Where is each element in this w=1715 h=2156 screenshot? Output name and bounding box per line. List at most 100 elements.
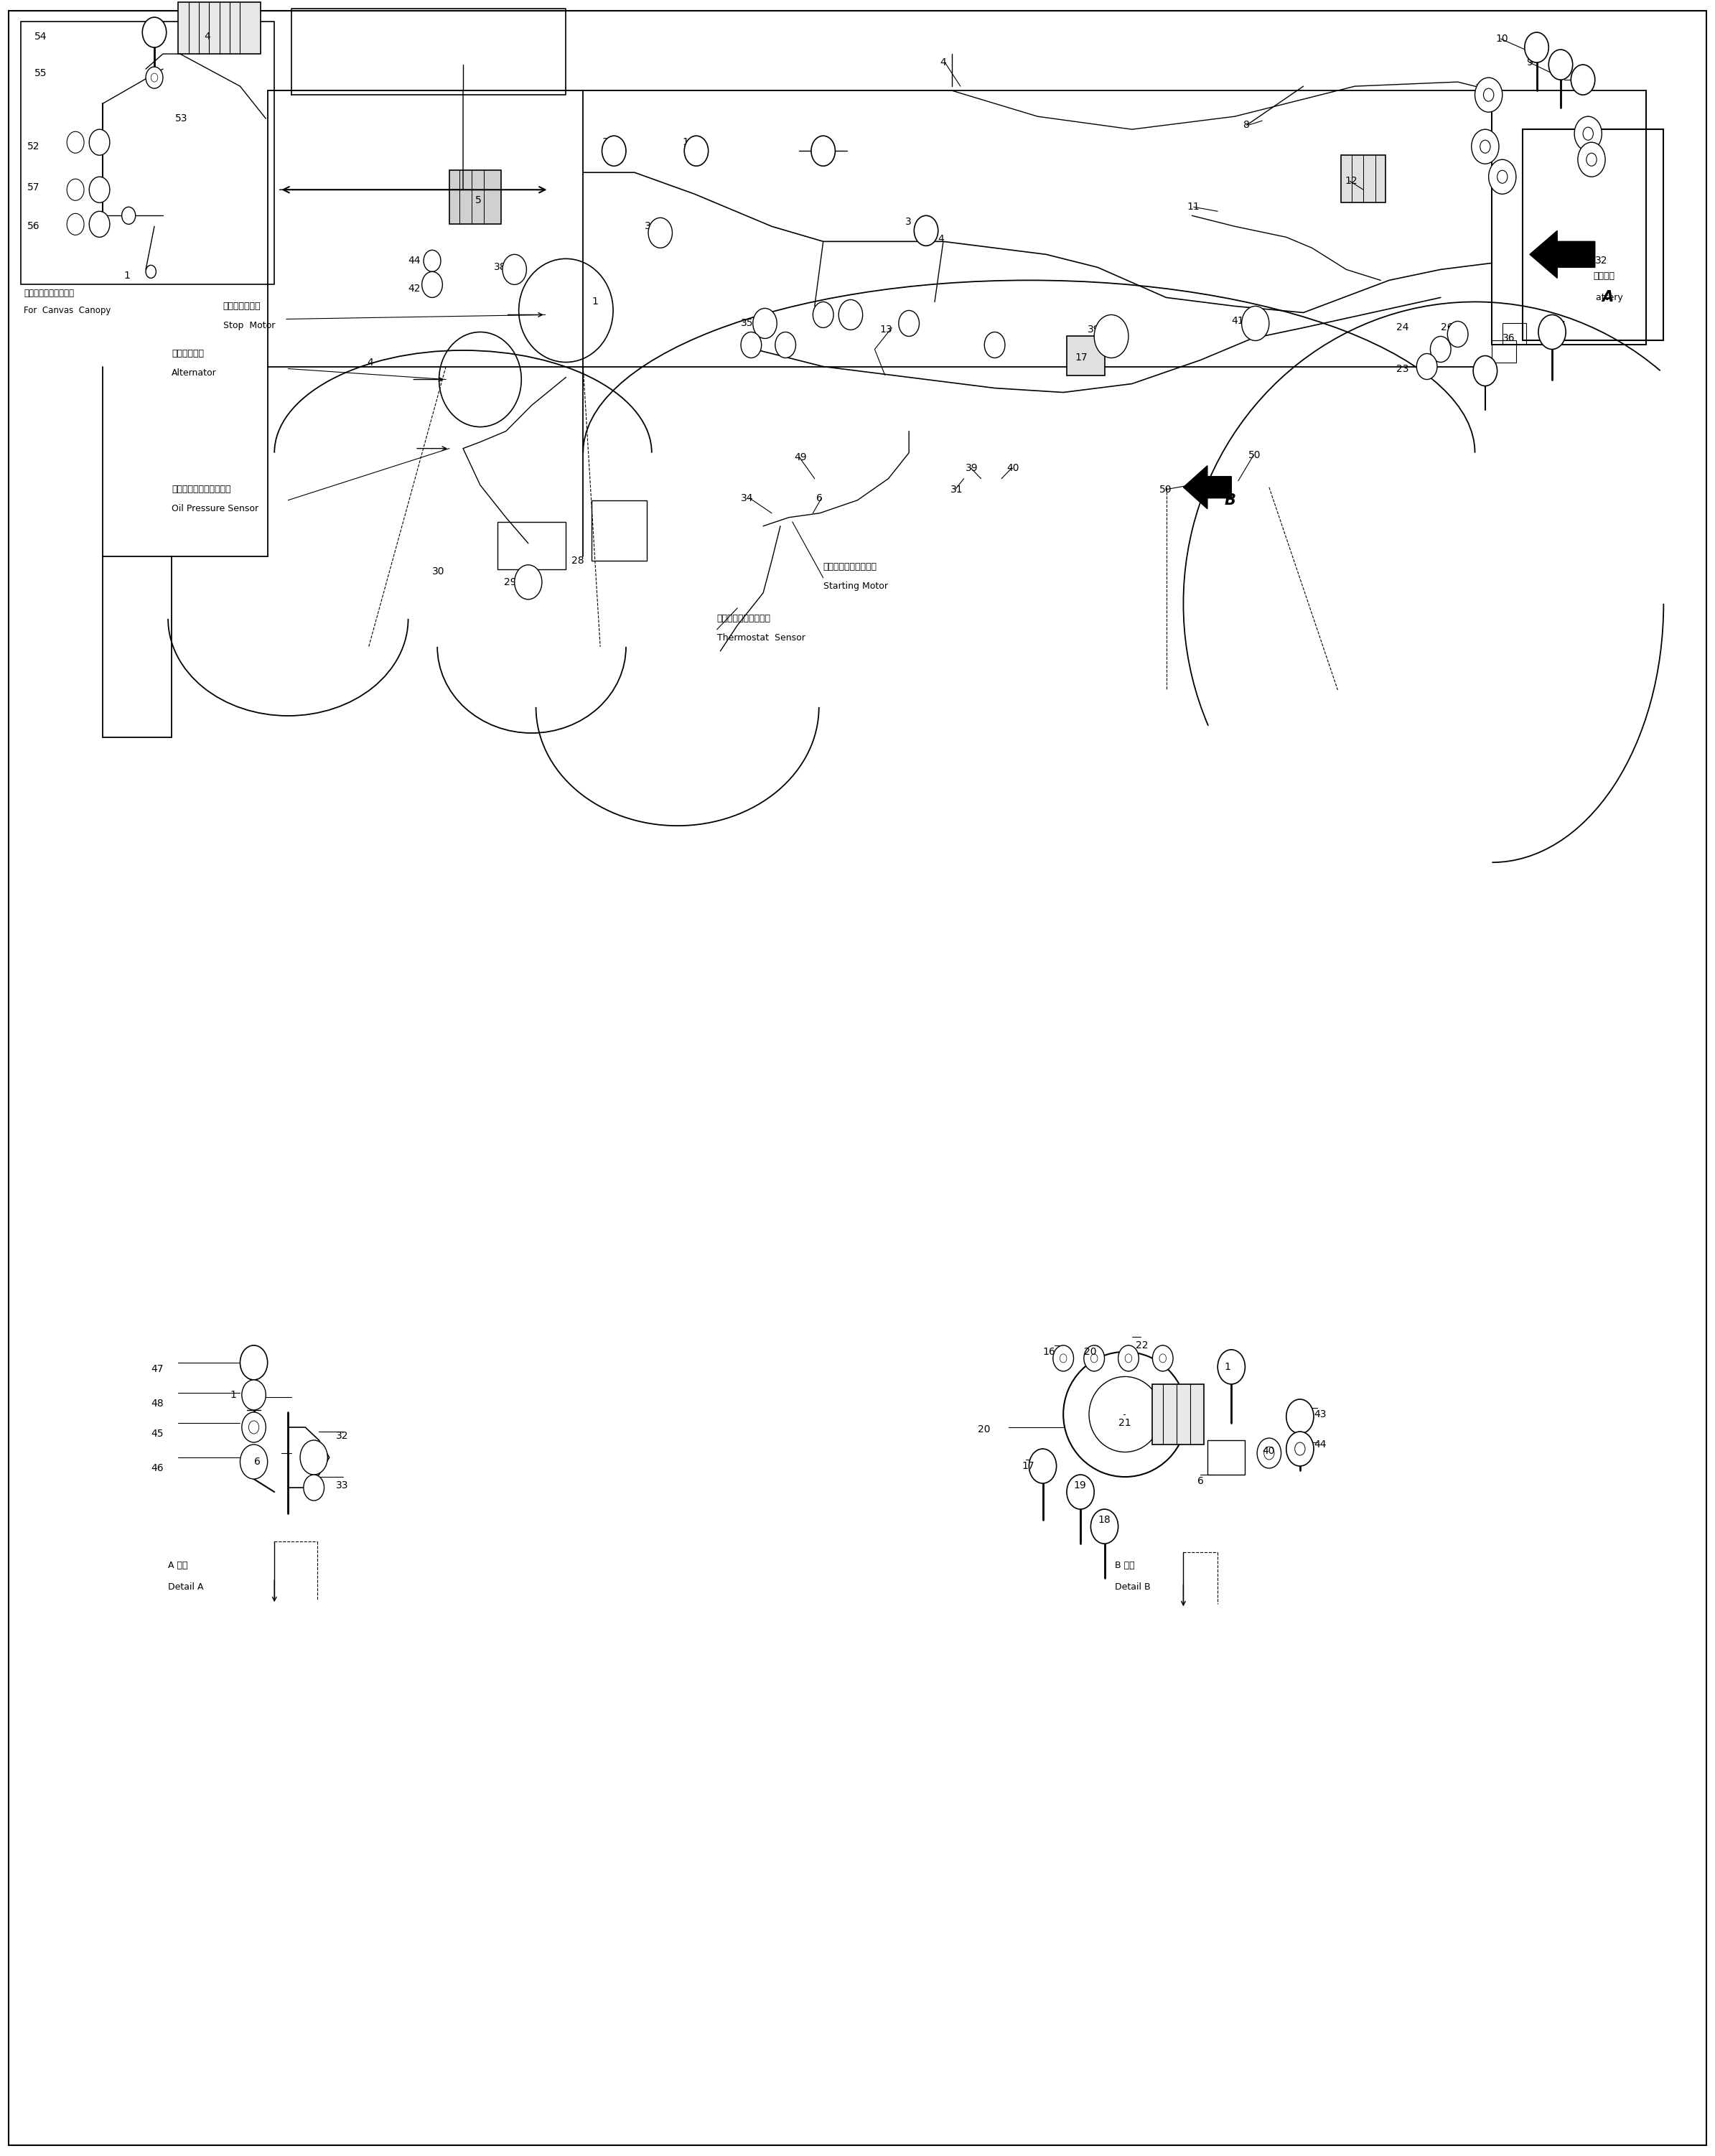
- Circle shape: [67, 132, 84, 153]
- Text: 38: 38: [645, 222, 657, 231]
- Text: For  Canvas  Canopy: For Canvas Canopy: [24, 306, 111, 315]
- Circle shape: [741, 332, 761, 358]
- Text: オイルプレッシャセンサ: オイルプレッシャセンサ: [172, 485, 232, 494]
- Bar: [1502, 323, 1526, 345]
- Circle shape: [1480, 140, 1490, 153]
- Circle shape: [242, 1380, 266, 1410]
- Text: Detail A: Detail A: [168, 1583, 204, 1591]
- Circle shape: [1125, 1354, 1132, 1363]
- Circle shape: [1029, 1449, 1056, 1483]
- Text: B 詳細: B 詳細: [1115, 1561, 1135, 1570]
- Bar: [449, 170, 501, 224]
- Circle shape: [899, 310, 919, 336]
- Circle shape: [89, 177, 110, 203]
- Circle shape: [1586, 153, 1597, 166]
- Text: 44: 44: [1314, 1440, 1326, 1449]
- Text: スターティングモータ: スターティングモータ: [823, 563, 876, 571]
- Circle shape: [1538, 315, 1566, 349]
- Text: 33: 33: [1499, 168, 1511, 177]
- Text: 4: 4: [103, 220, 110, 229]
- Text: 3: 3: [602, 138, 609, 147]
- Text: 15: 15: [816, 140, 828, 149]
- Circle shape: [1574, 116, 1602, 151]
- Text: 20: 20: [1084, 1348, 1096, 1356]
- Circle shape: [422, 272, 442, 298]
- Text: 42: 42: [408, 285, 420, 293]
- Text: Oil Pressure Sensor: Oil Pressure Sensor: [172, 505, 259, 513]
- Circle shape: [146, 67, 163, 88]
- Text: Alternator: Alternator: [172, 369, 216, 377]
- Text: 28: 28: [571, 556, 583, 565]
- Text: 20: 20: [978, 1425, 990, 1434]
- Circle shape: [1257, 1438, 1281, 1468]
- Text: Thermostat  Sensor: Thermostat Sensor: [717, 634, 804, 642]
- Bar: [1492, 341, 1516, 362]
- Circle shape: [1218, 1350, 1245, 1384]
- Text: 32: 32: [1475, 84, 1487, 93]
- Bar: [21, 22, 274, 285]
- FancyArrow shape: [1183, 466, 1231, 509]
- Circle shape: [1497, 170, 1507, 183]
- Text: A: A: [1602, 291, 1614, 304]
- Circle shape: [1094, 315, 1128, 358]
- Text: 45: 45: [151, 1429, 163, 1438]
- Text: 3: 3: [906, 218, 912, 226]
- Circle shape: [811, 136, 835, 166]
- Text: 50: 50: [1249, 451, 1261, 459]
- Text: 22: 22: [1135, 1341, 1147, 1350]
- Text: 46: 46: [151, 1464, 163, 1473]
- Bar: [1341, 155, 1386, 203]
- Text: 38: 38: [494, 263, 506, 272]
- Circle shape: [1264, 1447, 1274, 1460]
- Text: 10: 10: [1495, 34, 1507, 43]
- Circle shape: [89, 211, 110, 237]
- Text: 53: 53: [175, 114, 187, 123]
- Circle shape: [602, 136, 626, 166]
- Text: 23: 23: [1396, 364, 1408, 373]
- Circle shape: [839, 300, 863, 330]
- Text: 32: 32: [1586, 125, 1598, 134]
- Text: 40: 40: [1262, 1447, 1274, 1455]
- Circle shape: [1053, 1345, 1074, 1371]
- Text: 27: 27: [844, 306, 856, 315]
- Text: 32: 32: [1595, 257, 1607, 265]
- Bar: [497, 522, 566, 569]
- Text: ストップモータ: ストップモータ: [223, 302, 261, 310]
- Text: 16: 16: [1043, 1348, 1055, 1356]
- Text: 2: 2: [779, 341, 785, 349]
- Text: 1: 1: [230, 1391, 237, 1399]
- Text: attery: attery: [1593, 293, 1622, 302]
- Circle shape: [89, 129, 110, 155]
- Circle shape: [1417, 354, 1437, 379]
- Text: キャンバスキャノピ用: キャンバスキャノピ用: [24, 289, 74, 298]
- Circle shape: [753, 308, 777, 338]
- Circle shape: [122, 207, 135, 224]
- Text: 33: 33: [1588, 151, 1600, 160]
- Text: Detail B: Detail B: [1115, 1583, 1151, 1591]
- Circle shape: [1549, 50, 1573, 80]
- Text: 48: 48: [151, 1399, 163, 1408]
- Text: 18: 18: [1098, 1516, 1110, 1524]
- Text: B: B: [1225, 494, 1237, 507]
- Text: 1: 1: [123, 272, 130, 280]
- Circle shape: [1489, 160, 1516, 194]
- Text: 40: 40: [1007, 464, 1019, 472]
- Text: 51: 51: [746, 343, 758, 351]
- Text: 25: 25: [1482, 362, 1494, 371]
- Text: Stop  Motor: Stop Motor: [223, 321, 274, 330]
- Bar: [1067, 336, 1104, 375]
- Text: 5: 5: [475, 196, 482, 205]
- Circle shape: [300, 1440, 328, 1475]
- Circle shape: [1286, 1432, 1314, 1466]
- Text: 9: 9: [1526, 58, 1533, 67]
- Bar: [1207, 1440, 1245, 1475]
- Bar: [1152, 1384, 1204, 1445]
- Circle shape: [240, 1445, 268, 1479]
- Circle shape: [242, 1412, 266, 1442]
- Circle shape: [1067, 1475, 1094, 1509]
- Circle shape: [67, 179, 84, 201]
- Circle shape: [1571, 65, 1595, 95]
- Text: オルタネータ: オルタネータ: [172, 349, 204, 358]
- Text: A 詳細: A 詳細: [168, 1561, 189, 1570]
- Text: Starting Motor: Starting Motor: [823, 582, 888, 591]
